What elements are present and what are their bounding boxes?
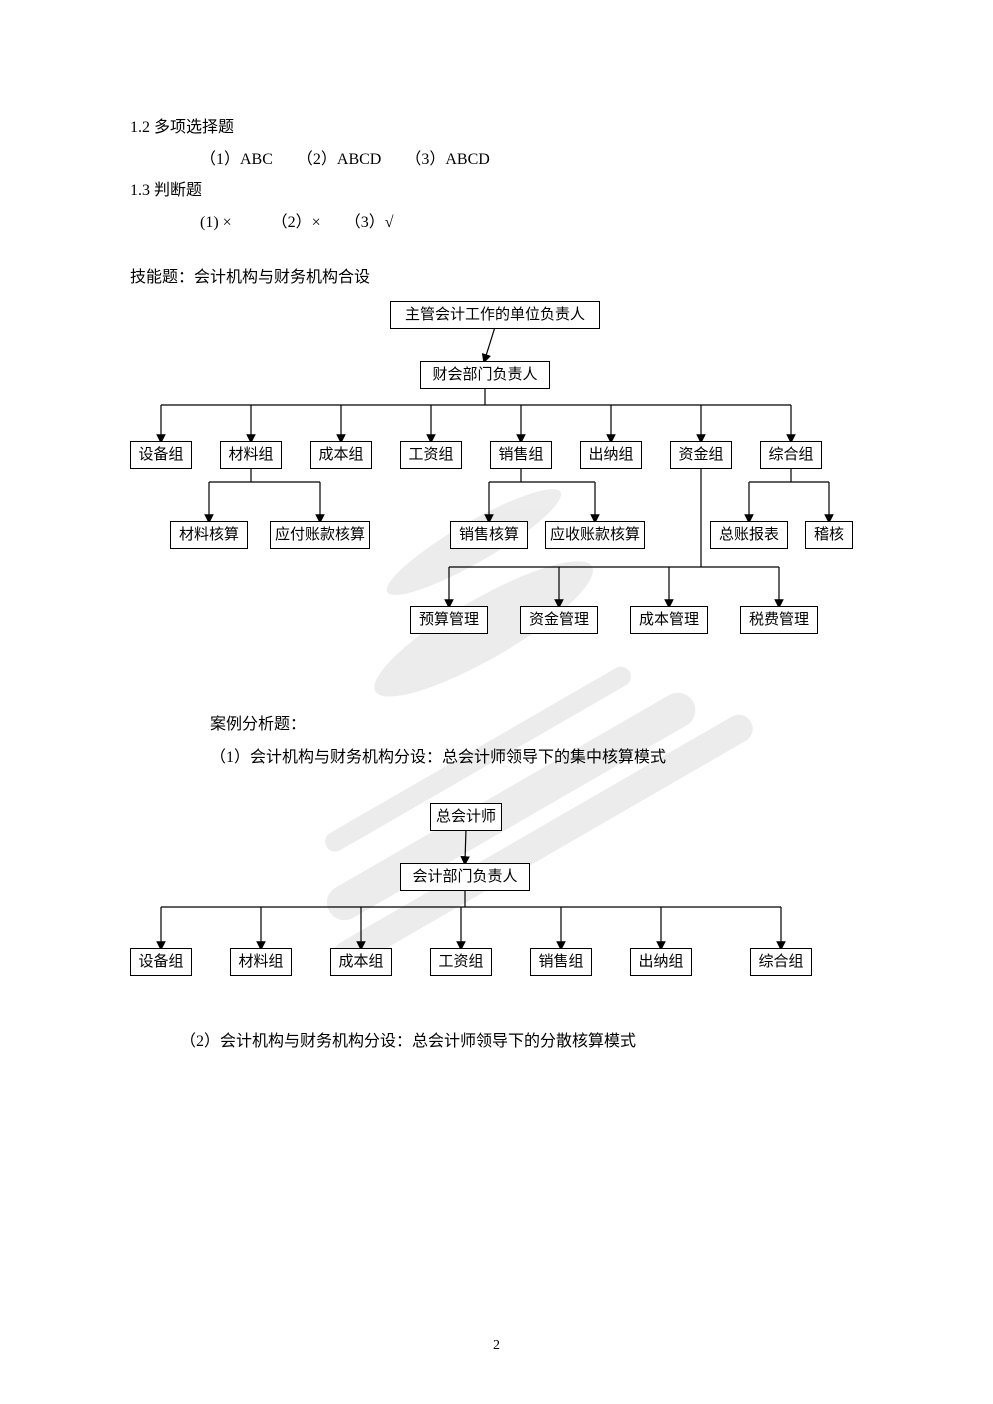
section-1-3-answers: (1) × （2）× （3）√ xyxy=(130,210,863,236)
org-node: 设备组 xyxy=(130,948,192,976)
org-node: 成本管理 xyxy=(630,606,708,634)
section-1-2-answers: （1）ABC （2）ABCD （3）ABCD xyxy=(130,147,863,173)
org-node: 销售组 xyxy=(490,441,552,469)
case-title: 案例分析题： xyxy=(130,711,863,740)
org-node: 材料组 xyxy=(230,948,292,976)
org-node: 总账报表 xyxy=(710,521,788,549)
org-node: 资金管理 xyxy=(520,606,598,634)
org-node: 材料组 xyxy=(220,441,282,469)
org-node: 销售核算 xyxy=(450,521,528,549)
org-node: 工资组 xyxy=(430,948,492,976)
org-node: 应付账款核算 xyxy=(270,521,370,549)
org-node: 财会部门负责人 xyxy=(420,361,550,389)
org-chart-2: 总会计师会计部门负责人设备组 材料组 成本组 工资组 销售组 出纳组 综合组 xyxy=(130,803,870,1003)
org-node: 总会计师 xyxy=(430,803,502,831)
case-2-text: （2）会计机构与财务机构分设：总会计师领导下的分散核算模式 xyxy=(130,1028,863,1057)
section-1-3-title: 1.3 判断题 xyxy=(130,178,863,204)
org-node: 材料核算 xyxy=(170,521,248,549)
org-node: 会计部门负责人 xyxy=(400,863,530,891)
org-node: 综合组 xyxy=(760,441,822,469)
org-node: 成本组 xyxy=(310,441,372,469)
org-node: 应收账款核算 xyxy=(545,521,645,549)
section-1-2-title: 1.2 多项选择题 xyxy=(130,115,863,141)
org-node: 税费管理 xyxy=(740,606,818,634)
org-node: 工资组 xyxy=(400,441,462,469)
org-node: 资金组 xyxy=(670,441,732,469)
case-1-text: （1）会计机构与财务机构分设：总会计师领导下的集中核算模式 xyxy=(130,744,863,773)
org-node: 稽核 xyxy=(805,521,853,549)
page-number: 2 xyxy=(0,1338,993,1354)
org-node: 设备组 xyxy=(130,441,192,469)
org-node: 成本组 xyxy=(330,948,392,976)
org-node: 销售组 xyxy=(530,948,592,976)
org-node: 出纳组 xyxy=(630,948,692,976)
skill-title: 技能题：会计机构与财务机构合设 xyxy=(130,265,863,291)
org-node: 综合组 xyxy=(750,948,812,976)
org-chart-1: 主管会计工作的单位负责人财会部门负责人设备组材料组成本组工资组销售组出纳组资金组… xyxy=(130,301,870,681)
org-node: 出纳组 xyxy=(580,441,642,469)
org-node: 预算管理 xyxy=(410,606,488,634)
org-node: 主管会计工作的单位负责人 xyxy=(390,301,600,329)
